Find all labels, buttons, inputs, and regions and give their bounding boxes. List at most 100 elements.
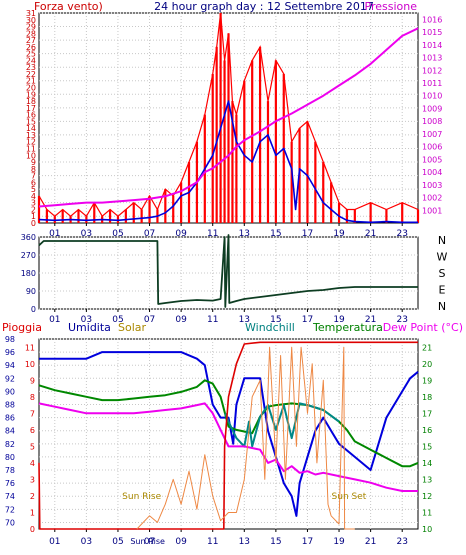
wind-line — [38, 100, 418, 224]
x-tick-label: 11 — [207, 315, 218, 325]
x-tick-label: 07 — [144, 315, 155, 325]
right-tick-label: 1013 — [422, 54, 442, 63]
gust-bar — [124, 209, 127, 223]
x-tick-label: 13 — [239, 315, 250, 325]
left-tick-label: 23 — [26, 63, 36, 72]
rain-tick-label: 2 — [30, 492, 35, 501]
x-tick-label: 21 — [365, 537, 376, 547]
dewpoint-label: Dew Point (°C) — [383, 321, 463, 334]
left-tick-label: 27 — [26, 36, 36, 45]
x-tick-label: 17 — [302, 229, 313, 239]
wind-axis-label: Forza vento) — [34, 0, 103, 13]
right-tick-label: 1009 — [422, 104, 442, 113]
left-tick-label: 31 — [26, 9, 36, 18]
rain-tick-label: 11 — [25, 343, 35, 352]
right-tick-label: 1012 — [422, 66, 442, 75]
left-tick-label: 28 — [26, 29, 36, 38]
right-tick-label: 1002 — [422, 194, 442, 203]
left-tick-label: 25 — [26, 50, 36, 59]
rain-tick-label: 9 — [30, 376, 35, 385]
gust-bar — [211, 73, 214, 223]
left-tick-label: 6 — [31, 178, 36, 187]
sunrise-axis-label: Sun Rise — [130, 537, 165, 546]
pressure-axis-label: Pressione — [365, 0, 418, 13]
left-tick-label: 7 — [31, 172, 36, 181]
left-tick-label: 3 — [31, 199, 36, 208]
humidity-label: Umidita — [68, 321, 111, 334]
temperature-tick-label: 15 — [422, 442, 432, 451]
x-tick-label: 21 — [365, 229, 376, 239]
gust-bar — [180, 182, 183, 223]
left-tick-label: 0 — [31, 219, 36, 228]
left-tick-label: 17 — [26, 104, 36, 113]
y-tick-label: 0 — [31, 305, 36, 314]
left-tick-label: 29 — [26, 23, 36, 32]
solar-line — [136, 346, 355, 530]
rain-label: Pioggia — [2, 321, 42, 334]
wind-direction-line — [38, 234, 418, 308]
x-tick-label: 15 — [270, 537, 281, 547]
y-tick-label: 270 — [21, 251, 36, 260]
temperature-tick-label: 18 — [422, 393, 432, 402]
dewpoint-line — [38, 402, 418, 492]
gust-bar — [148, 195, 151, 223]
x-tick-label: 03 — [81, 315, 92, 325]
gust-bar — [77, 209, 80, 223]
compass-label: E — [439, 284, 446, 297]
gust-bar — [385, 209, 388, 223]
gust-bar — [401, 202, 404, 223]
rain-tick-label: 7 — [30, 409, 35, 418]
humidity-tick-label: 96 — [5, 348, 15, 357]
compass-label: N — [438, 234, 446, 247]
left-tick-label: 9 — [31, 158, 36, 167]
rain-tick-label: 4 — [30, 459, 35, 468]
solar-label: Solar — [118, 321, 147, 334]
x-tick-label: 03 — [81, 537, 92, 547]
humidity-tick-label: 84 — [5, 427, 15, 436]
x-tick-label: 21 — [365, 315, 376, 325]
rain-tick-label: 0 — [30, 525, 35, 534]
temperature-tick-label: 11 — [422, 508, 432, 517]
x-tick-label: 01 — [49, 315, 60, 325]
left-tick-label: 15 — [26, 117, 36, 126]
left-tick-label: 22 — [26, 70, 36, 79]
temperature-tick-label: 16 — [422, 426, 432, 435]
gust-bar — [258, 46, 262, 223]
gust-bar — [290, 141, 293, 223]
gust-bar — [215, 46, 218, 223]
gust-bar — [227, 33, 230, 223]
x-tick-label: 11 — [207, 537, 218, 547]
gust-bar — [172, 195, 175, 223]
gust-bar — [108, 209, 112, 223]
left-tick-label: 21 — [26, 77, 36, 86]
sun-rise-label: Sun Rise — [122, 492, 161, 502]
gust-bar — [314, 141, 317, 223]
y-tick-label: 360 — [21, 233, 36, 242]
x-tick-label: 19 — [333, 537, 345, 547]
gust-bar — [369, 202, 372, 223]
x-tick-label: 09 — [175, 537, 187, 547]
right-tick-label: 1004 — [422, 168, 442, 177]
humidity-tick-label: 88 — [5, 401, 15, 410]
temperature-tick-label: 12 — [422, 492, 432, 501]
gust-bar — [243, 80, 246, 223]
x-tick-label: 05 — [112, 315, 123, 325]
temperature-line — [38, 379, 419, 468]
gust-bar — [132, 202, 135, 223]
x-tick-label: 01 — [49, 537, 60, 547]
y-tick-label: 180 — [21, 269, 36, 278]
x-tick-label: 09 — [175, 229, 187, 239]
left-tick-label: 16 — [26, 111, 36, 120]
right-tick-label: 1008 — [422, 117, 442, 126]
humidity-tick-label: 90 — [5, 387, 15, 396]
left-tick-label: 19 — [26, 90, 36, 99]
wind-pressure-panel: Forza vento) 24 hour graph day : 12 Sett… — [26, 0, 443, 239]
left-tick-label: 11 — [26, 144, 36, 153]
humidity-tick-label: 82 — [5, 440, 15, 449]
gust-bar — [274, 60, 277, 223]
x-tick-label: 01 — [49, 229, 60, 239]
temperature-tick-label: 20 — [422, 360, 432, 369]
x-tick-label: 05 — [112, 229, 123, 239]
rain-tick-label: 1 — [30, 508, 35, 517]
